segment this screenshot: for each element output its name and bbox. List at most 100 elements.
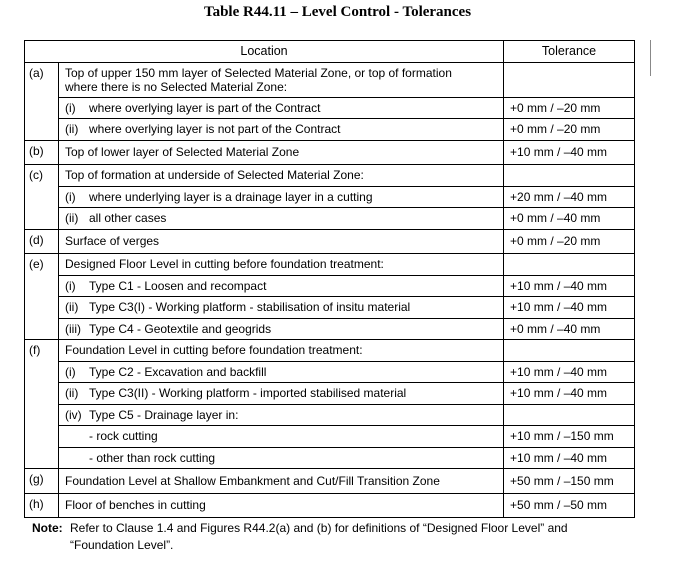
tolerance-table: Location Tolerance (a) Top of upper 150 m… <box>23 40 636 518</box>
tolerance-cell: +10 mm / –40 mm <box>503 274 636 297</box>
item-text: Type C3(II) - Working platform - importe… <box>89 386 407 401</box>
group-label: (g) <box>24 468 59 494</box>
item-text: Type C4 - Geotextile and geogrids <box>89 321 272 336</box>
location-cell: - rock cutting <box>57 425 505 448</box>
item-text: Type C5 - Drainage layer in: <box>89 407 239 422</box>
item-text: Type C2 - Excavation and backfill <box>89 364 267 379</box>
tolerance-cell <box>503 61 636 98</box>
group-row: (g) Foundation Level at Shallow Embankmen… <box>24 468 636 494</box>
sub-row: (ii) Type C3(I) - Working platform - stab… <box>25 296 636 319</box>
header-cell: Tolerance <box>503 40 636 63</box>
item-number: (ii) <box>65 211 79 226</box>
item-number: (iv) <box>65 407 82 422</box>
item-text: Type C1 - Loosen and recompact <box>89 278 267 293</box>
location-cell: Foundation Level at Shallow Embankment a… <box>57 468 505 494</box>
item-number: (i) <box>65 278 76 293</box>
location-cell: (ii) Type C3(I) - Working platform - stab… <box>57 296 505 319</box>
group-label: (a) <box>24 61 59 141</box>
group-row: (f) Foundation Level in cutting before fo… <box>24 339 636 469</box>
note-label: Note: <box>32 521 63 535</box>
group-row: (d) Surface of verges +0 mm / –20 mm <box>24 228 636 254</box>
group-label: (e) <box>24 253 59 340</box>
group-row: (a) Top of upper 150 mm layer of Selected… <box>24 61 636 141</box>
group-label: (d) <box>24 228 59 254</box>
sub-row: - rock cutting +10 mm / –150 mm <box>25 425 636 448</box>
tolerance-cell <box>503 164 636 187</box>
group-row: (e) Designed Floor Level in cutting befor… <box>24 253 636 340</box>
item-number: (ii) <box>65 386 79 401</box>
tolerance-cell: +10 mm / –40 mm <box>503 360 636 383</box>
group-label: (h) <box>24 492 59 518</box>
item-number: (ii) <box>65 300 79 315</box>
group-row: (c) Top of formation at underside of Sele… <box>24 164 636 230</box>
sub-row: (iv) Type C5 - Drainage layer in: <box>25 403 636 426</box>
item-text: - other than rock cutting <box>89 450 216 465</box>
tolerance-cell <box>503 339 636 362</box>
item-number: (ii) <box>65 122 79 137</box>
location-cell: Top of formation at underside of Selecte… <box>57 164 505 187</box>
note-text: Refer to Clause 1.4 and Figures R44.2(a)… <box>70 521 568 552</box>
tolerance-cell <box>503 253 636 276</box>
tolerance-cell: +0 mm / –40 mm <box>503 317 636 340</box>
sub-row: (i) Type C1 - Loosen and recompact +10 mm … <box>25 274 636 297</box>
location-cell: (iii) Type C4 - Geotextile and geogrids <box>57 317 505 340</box>
location-cell: (i) where underlying layer is a drainage … <box>57 185 505 208</box>
note: Note: Refer to Clause 1.4 and Figures R4… <box>24 520 624 554</box>
item-text: where underlying layer is a drainage lay… <box>89 189 373 204</box>
tolerance-cell: +20 mm / –40 mm <box>503 185 636 208</box>
location-cell: (i) Type C2 - Excavation and backfill <box>57 360 505 383</box>
sub-row: - other than rock cutting +10 mm / –40 mm <box>25 446 636 469</box>
tolerance-cell: +10 mm / –40 mm <box>503 139 636 165</box>
location-cell: (i) where overlying layer is part of the … <box>57 96 505 119</box>
tolerance-cell: +10 mm / –150 mm <box>503 425 636 448</box>
location-cell: - other than rock cutting <box>57 446 505 469</box>
sub-row: (i) where overlying layer is part of the … <box>25 96 636 119</box>
location-cell: (ii) where overlying layer is not part of… <box>57 118 505 141</box>
sub-row: (ii) Type C3(II) - Working platform - imp… <box>25 382 636 405</box>
item-number: (i) <box>65 364 76 379</box>
item-text: - rock cutting <box>89 429 158 444</box>
tolerance-cell: +10 mm / –40 mm <box>503 446 636 469</box>
group-label: (c) <box>24 164 59 230</box>
location-cell: Top of lower layer of Selected Material … <box>57 139 505 165</box>
tolerance-cell: +50 mm / –150 mm <box>503 468 636 494</box>
sub-row: (i) where underlying layer is a drainage … <box>25 185 636 208</box>
location-cell: Top of upper 150 mm layer of Selected Ma… <box>57 61 505 98</box>
item-number: (i) <box>65 100 76 115</box>
item-text: where overlying layer is not part of the… <box>89 122 341 137</box>
sub-row: (ii) all other cases +0 mm / –40 mm <box>25 207 636 230</box>
tolerance-cell: +0 mm / –20 mm <box>503 96 636 119</box>
table-title: Table R44.11 – Level Control - Tolerance… <box>203 4 472 20</box>
sub-row: (iii) Type C4 - Geotextile and geogrids +0… <box>25 317 636 340</box>
header-row: Location Tolerance <box>23 40 636 63</box>
group-label: (b) <box>24 139 59 165</box>
location-cell: Foundation Level in cutting before found… <box>57 339 505 362</box>
location-cell: Floor of benches in cutting <box>57 492 505 518</box>
group-row: (h) Floor of benches in cutting +50 mm / –… <box>24 492 636 518</box>
location-cell: (i) Type C1 - Loosen and recompact <box>57 274 505 297</box>
location-cell: Designed Floor Level in cutting before f… <box>57 253 505 276</box>
location-cell: Surface of verges <box>57 228 505 254</box>
tolerance-cell: +10 mm / –40 mm <box>503 296 636 319</box>
location-cell: (ii) Type C3(II) - Working platform - imp… <box>57 382 505 405</box>
item-text: where overlying layer is part of the Con… <box>89 100 321 115</box>
item-text: all other cases <box>89 211 167 226</box>
group-label: (f) <box>24 339 59 469</box>
tolerance-cell: +50 mm / –50 mm <box>503 492 636 518</box>
location-cell: (iv) Type C5 - Drainage layer in: <box>57 403 505 426</box>
item-number: (iii) <box>65 321 81 336</box>
item-text: Type C3(I) - Working platform - stabilis… <box>89 300 411 315</box>
header-cell: Location <box>23 40 505 63</box>
tolerance-cell: +10 mm / –40 mm <box>503 382 636 405</box>
tolerance-cell <box>503 403 636 426</box>
sub-row: (i) Type C2 - Excavation and backfill +10 … <box>25 360 636 383</box>
tolerance-cell: +0 mm / –40 mm <box>503 207 636 230</box>
page-edge <box>650 40 651 76</box>
tolerance-cell: +0 mm / –20 mm <box>503 118 636 141</box>
item-number: (i) <box>65 189 76 204</box>
tolerance-cell: +0 mm / –20 mm <box>503 228 636 254</box>
location-cell: (ii) all other cases <box>57 207 505 230</box>
group-row: (b) Top of lower layer of Selected Materi… <box>24 139 636 165</box>
sub-row: (ii) where overlying layer is not part of… <box>25 118 636 141</box>
